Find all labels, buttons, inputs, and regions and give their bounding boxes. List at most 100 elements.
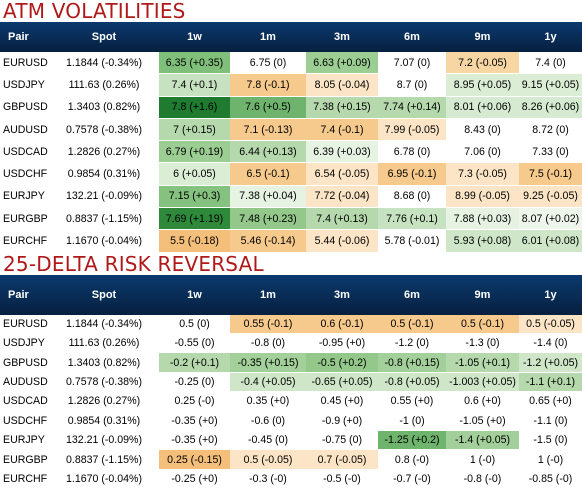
table-row: GBPUSD 1.3403 (0.82%) 7.8 (+1.6) 7.6 (+0.5)… <box>0 96 582 119</box>
value-cell: -0.65 (+0.05) <box>306 372 378 393</box>
spot-cell: 1.3403 (0.82%) <box>49 96 159 119</box>
value-cell: -1.2 (0) <box>378 333 446 354</box>
value-cell: 7.74 (+0.14) <box>378 96 446 119</box>
table-row: USDJPY 111.63 (0.26%) -0.55 (0) -0.8 (0) -0.… <box>0 333 582 354</box>
table-row: USDJPY 111.63 (0.26%) 7.4 (+0.1) 7.8 (-0.1)… <box>0 73 582 97</box>
spot-cell: 0.7578 (-0.38%) <box>49 118 159 142</box>
atm-volatilities-table: Pair Spot 1w 1m 3m 6m 9m 1y EURUSD 1.1844 (-0.34… <box>0 22 582 253</box>
value-cell: 5.5 (-0.18) <box>159 229 230 253</box>
spot-cell: 0.8837 (-1.15%) <box>49 207 159 231</box>
spot-cell: 1.3403 (0.82%) <box>49 352 159 373</box>
value-cell: 5.93 (+0.08) <box>446 229 519 253</box>
value-cell: 8.05 (-0.04) <box>306 73 378 97</box>
value-cell: 0.5 (0) <box>159 314 230 335</box>
value-cell: -0.4 (+0.05) <box>230 372 306 393</box>
table-row: USDCHF 0.9854 (0.31%) -0.35 (+0) -0.6 (0) -0… <box>0 411 582 432</box>
value-cell: -1.5 (0) <box>519 430 582 451</box>
table-row: EURUSD 1.1844 (-0.34%) 0.5 (0) 0.55 (-0.1) 0… <box>0 314 582 335</box>
value-cell: -0.55 (0) <box>159 333 230 354</box>
table-row: EURJPY 132.21 (-0.09%) -0.35 (+0) -0.45 (0)… <box>0 430 582 451</box>
value-cell: -0.9 (+0) <box>306 411 378 432</box>
column-header-2: 1w <box>159 274 230 315</box>
value-cell: 0.6 (+0) <box>446 391 519 412</box>
column-header-6: 9m <box>446 274 519 315</box>
pair-cell: USDJPY <box>0 333 49 354</box>
spot-cell: 1.1670 (-0.04%) <box>49 469 159 489</box>
value-cell: -0.5 (-0) <box>306 469 378 489</box>
table-row: EURUSD 1.1844 (-0.34%) 6.35 (+0.35) 6.75 (0… <box>0 52 582 75</box>
value-cell: -0.95 (+0) <box>306 333 378 354</box>
value-cell: 7.48 (+0.23) <box>230 207 306 231</box>
value-cell: 9.15 (+0.05) <box>519 73 582 97</box>
table-row: USDCHF 0.9854 (0.31%) 6 (+0.05) 6.5 (-0.1) 6… <box>0 162 582 186</box>
value-cell: 8.68 (0) <box>378 185 446 209</box>
value-cell: 6.39 (+0.03) <box>306 140 378 164</box>
header-row: Pair Spot 1w 1m 3m 6m 9m 1y <box>0 22 582 52</box>
value-cell: -0.2 (+0.1) <box>159 352 230 373</box>
value-cell: 7.99 (-0.05) <box>378 118 446 142</box>
value-cell: 7.1 (-0.13) <box>230 118 306 142</box>
pair-cell: USDJPY <box>0 73 49 97</box>
value-cell: -0.85 (-0) <box>519 469 582 489</box>
value-cell: -1.2 (+0.05) <box>519 352 582 373</box>
value-cell: 6.44 (+0.13) <box>230 140 306 164</box>
spot-cell: 0.9854 (0.31%) <box>49 162 159 186</box>
value-cell: -1.4 (0) <box>519 333 582 354</box>
spot-cell: 111.63 (0.26%) <box>49 333 159 354</box>
value-cell: 7.5 (-0.1) <box>519 162 582 186</box>
spot-cell: 1.1844 (-0.34%) <box>49 52 159 75</box>
header-row: Pair Spot 1w 1m 3m 6m 9m 1y <box>0 274 582 315</box>
table-row: AUDUSD 0.7578 (-0.38%) 7 (+0.15) 7.1 (-0.13… <box>0 118 582 142</box>
pair-cell: GBPUSD <box>0 96 49 119</box>
pair-cell: AUDUSD <box>0 118 49 142</box>
value-cell: 0.55 (+0) <box>378 391 446 412</box>
risk-reversal-table: Pair Spot 1w 1m 3m 6m 9m 1y EURUSD 1.1844 (-0.34… <box>0 274 582 489</box>
value-cell: 8.26 (+0.06) <box>519 96 582 119</box>
value-cell: 7.2 (-0.05) <box>446 52 519 75</box>
value-cell: 0.65 (+0) <box>519 391 582 412</box>
table-row: USDCAD 1.2826 (0.27%) 0.25 (-0) 0.35 (+0) 0.… <box>0 391 582 412</box>
pair-cell: GBPUSD <box>0 352 49 373</box>
atm-volatilities-section: ATM VOLATILITIES Pair Spot 1w 1m 3m 6m 9m 1y EU… <box>0 0 582 253</box>
value-cell: 0.55 (-0.1) <box>230 314 306 335</box>
section-title: ATM VOLATILITIES <box>3 0 186 23</box>
pair-cell: USDCAD <box>0 140 49 164</box>
column-header-7: 1y <box>519 274 582 315</box>
pair-cell: EURCHF <box>0 469 49 489</box>
value-cell: 8.95 (+0.05) <box>446 73 519 97</box>
value-cell: 0.45 (+0) <box>306 391 378 412</box>
column-header-4: 3m <box>306 22 378 52</box>
table-row: GBPUSD 1.3403 (0.82%) -0.2 (+0.1) -0.35 (+0… <box>0 352 582 373</box>
pair-cell: USDCAD <box>0 391 49 412</box>
value-cell: 7 (+0.15) <box>159 118 230 142</box>
value-cell: 7.4 (0) <box>519 52 582 75</box>
column-header-7: 1y <box>519 22 582 52</box>
value-cell: -0.35 (+0) <box>159 411 230 432</box>
value-cell: 7.69 (+1.19) <box>159 207 230 231</box>
value-cell: 7.15 (+0.3) <box>159 185 230 209</box>
value-cell: -0.8 (-0) <box>446 469 519 489</box>
value-cell: 7.6 (+0.5) <box>230 96 306 119</box>
value-cell: 6.35 (+0.35) <box>159 52 230 75</box>
pair-cell: EURJPY <box>0 185 49 209</box>
value-cell: 0.25 (-0) <box>159 391 230 412</box>
value-cell: 7.38 (+0.15) <box>306 96 378 119</box>
value-cell: 0.5 (-0.05) <box>519 314 582 335</box>
spot-cell: 111.63 (0.26%) <box>49 73 159 97</box>
value-cell: 7.3 (-0.05) <box>446 162 519 186</box>
value-cell: 5.78 (-0.01) <box>378 229 446 253</box>
value-cell: -1 (0) <box>378 411 446 432</box>
value-cell: -0.35 (+0.15) <box>230 352 306 373</box>
section-title: 25-DELTA RISK REVERSAL <box>3 251 264 276</box>
value-cell: -0.75 (0) <box>306 430 378 451</box>
value-cell: -1.4 (+0.05) <box>446 430 519 451</box>
table-row: EURCHF 1.1670 (-0.04%) -0.25 (+0) -0.3 (-0)… <box>0 469 582 489</box>
table-row: EURJPY 132.21 (-0.09%) 7.15 (+0.3) 7.38 (+0… <box>0 185 582 209</box>
value-cell: 5.46 (-0.14) <box>230 229 306 253</box>
value-cell: 6.54 (-0.05) <box>306 162 378 186</box>
value-cell: -1.05 (+0.1) <box>446 352 519 373</box>
value-cell: -0.25 (+0) <box>159 469 230 489</box>
pair-cell: EURGBP <box>0 207 49 231</box>
spot-cell: 132.21 (-0.09%) <box>49 430 159 451</box>
pair-cell: EURUSD <box>0 52 49 75</box>
